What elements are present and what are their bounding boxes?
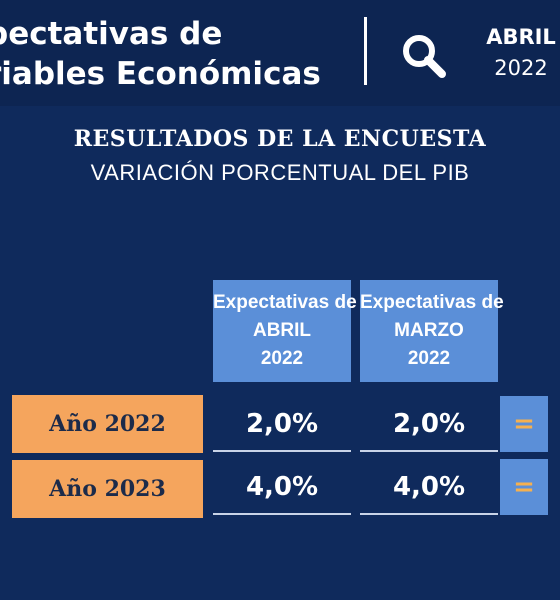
column-header-line: Expectativas de — [213, 292, 357, 313]
value-april-2022: 2,0% — [213, 398, 351, 452]
value-april-2023: 4,0% — [213, 461, 351, 515]
column-header-line: ABRIL — [252, 320, 312, 341]
column-header-line: 2022 — [260, 348, 304, 369]
equal-icon: = — [513, 409, 535, 439]
title-line-2: riables Económicas — [0, 56, 321, 92]
survey-subheading: VARIACIÓN PORCENTUAL DEL PIB — [90, 160, 470, 185]
column-header-line: Expectativas de — [360, 292, 504, 313]
page-title: pectativas de riables Económicas — [0, 14, 321, 94]
survey-heading: RESULTADOS DE LA ENCUESTA — [73, 126, 487, 152]
column-header-line: MARZO — [394, 320, 464, 341]
row-label-2022: Año 2022 — [12, 395, 203, 453]
change-indicator-2023: = — [500, 459, 548, 515]
row-label-2023: Año 2023 — [12, 460, 203, 518]
change-indicator-2022: = — [500, 396, 548, 452]
equal-icon: = — [513, 472, 535, 502]
header-divider — [364, 17, 367, 85]
column-header-line: 2022 — [407, 348, 451, 369]
value-march-2023: 4,0% — [360, 461, 498, 515]
title-line-1: pectativas de — [0, 16, 223, 52]
value-march-2022: 2,0% — [360, 398, 498, 452]
column-header-march: Expectativas de MARZO 2022 — [360, 280, 504, 382]
column-header-april: Expectativas de ABRIL 2022 — [213, 280, 357, 382]
search-icon[interactable] — [398, 30, 450, 82]
header-bar: pectativas de riables Económicas ABRIL 2… — [0, 0, 560, 106]
date-year: 2022 — [494, 56, 548, 80]
date-month: ABRIL — [486, 25, 556, 49]
issue-date: ABRIL 2022 — [482, 22, 560, 84]
